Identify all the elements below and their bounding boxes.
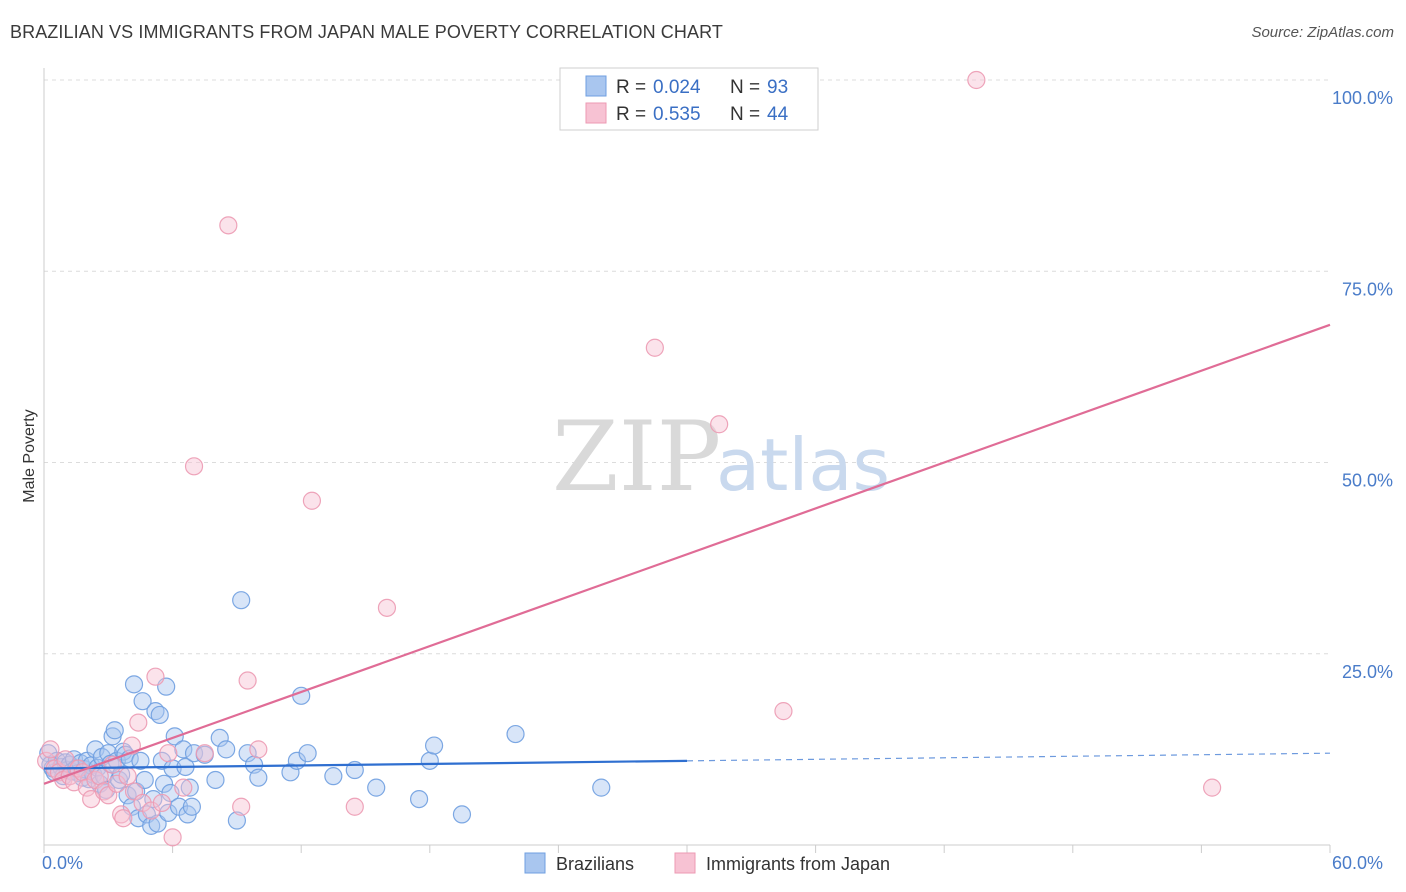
brazilians-point [506, 724, 525, 744]
japan-point [174, 778, 193, 797]
brazilians-point [124, 675, 144, 694]
legend-r-label-1: R = [616, 77, 646, 98]
japan-trend-line [43, 323, 1331, 785]
watermark-zip: ZIP [552, 401, 721, 513]
bottom-legend: Brazilians Immigrants from Japan [524, 852, 890, 874]
brazilians-point [424, 736, 444, 755]
watermark: ZIP atlas [552, 401, 890, 513]
top-legend: R = 0.024 N = 93 R = 0.535 N = 44 [559, 67, 819, 131]
brazilians-point [298, 744, 317, 763]
japan-point [152, 793, 171, 813]
brazilians-trend-extension [686, 752, 1331, 762]
brazilians-point [452, 805, 472, 824]
y-tick-label-2: 75.0% [1342, 279, 1393, 299]
japan-point [967, 70, 986, 90]
japan-point [238, 671, 257, 690]
japan-point [1203, 778, 1222, 797]
japan-point [232, 797, 251, 816]
japan-point [345, 797, 364, 816]
brazilians-point [133, 692, 152, 711]
brazilians-trend-line [43, 759, 688, 770]
brazilians-point [217, 740, 236, 759]
japan-point [129, 713, 148, 732]
japan-point [645, 338, 664, 357]
watermark-atlas: atlas [716, 423, 890, 507]
japan-point [146, 667, 165, 686]
grid-lines [44, 79, 1330, 655]
japan-point [710, 415, 729, 434]
brazilians-point [367, 778, 386, 797]
legend-n-label-1: N = [730, 77, 760, 98]
brazilians-point [409, 789, 429, 809]
axes [43, 68, 1331, 853]
japan-point [163, 828, 182, 847]
legend-n-value-japan: 44 [767, 104, 789, 125]
japan-point [774, 702, 793, 721]
japan-point [377, 598, 397, 617]
y-axis-label: Male Poverty [21, 409, 38, 502]
chart-title: BRAZILIAN VS IMMIGRANTS FROM JAPAN MALE … [10, 22, 723, 42]
legend-r-value-brazilians: 0.024 [653, 77, 701, 98]
japan-point [184, 457, 204, 476]
legend-r-value-japan: 0.535 [653, 104, 701, 125]
chart-source: Source: ZipAtlas.com [1251, 24, 1394, 41]
brazilians-point [420, 751, 439, 770]
japan-point [249, 740, 268, 759]
japan-point [118, 767, 137, 786]
legend-swatch-brazilians [585, 75, 607, 97]
brazilians-point [281, 763, 300, 782]
x-tick-max: 60.0% [1332, 853, 1383, 873]
brazilians-point [324, 767, 343, 786]
japan-point [302, 491, 322, 510]
y-tick-label-1: 50.0% [1342, 471, 1393, 491]
bottom-legend-swatch-japan [674, 852, 696, 874]
x-tick-labels: 0.0% 60.0% [42, 853, 1383, 873]
brazilians-point [180, 778, 199, 797]
bottom-legend-label-japan: Immigrants from Japan [706, 854, 890, 874]
bottom-legend-label-brazilians: Brazilians [556, 854, 634, 874]
brazilians-point [592, 778, 611, 797]
brazilians-point [105, 721, 124, 740]
legend-swatch-japan [585, 102, 607, 124]
japan-point [219, 216, 238, 235]
brazilians-point [131, 751, 150, 770]
trend-lines [43, 323, 1331, 785]
brazilians-point [206, 770, 225, 790]
japan-point [195, 744, 214, 763]
brazilians-point [144, 789, 163, 809]
japan-point [114, 809, 133, 828]
japan-point [159, 744, 178, 763]
brazilians-point [135, 770, 154, 790]
bottom-legend-swatch-brazilians [524, 852, 546, 874]
brazilians-point [174, 740, 193, 759]
legend-n-label-2: N = [730, 104, 760, 125]
brazilians-point [232, 591, 251, 610]
brazilians-point [182, 797, 201, 816]
japan-point [41, 740, 60, 759]
y-tick-label-0: 25.0% [1342, 662, 1393, 682]
legend-r-label-2: R = [616, 104, 646, 125]
brazilians-point [210, 728, 229, 748]
x-tick-min: 0.0% [42, 853, 83, 873]
brazilians-point [150, 705, 169, 725]
brazilians-point [238, 744, 257, 763]
y-tick-label-3: 100.0% [1332, 88, 1393, 108]
brazilians-point [154, 774, 174, 793]
brazilians-point [227, 811, 246, 830]
legend-n-value-brazilians: 93 [767, 77, 788, 98]
y-tick-labels: 25.0% 50.0% 75.0% 100.0% [1332, 88, 1393, 682]
brazilians-point [249, 768, 268, 787]
